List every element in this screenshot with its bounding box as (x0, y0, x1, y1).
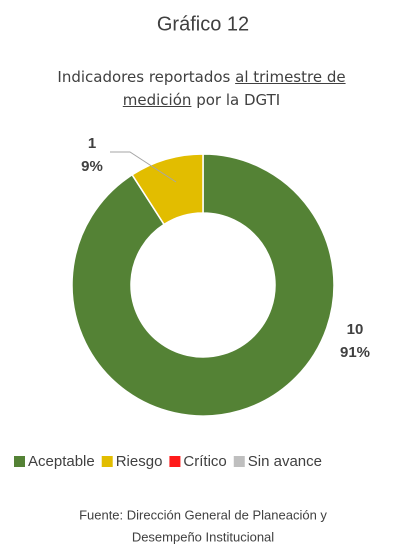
legend-label: Aceptable (28, 453, 95, 470)
data-label: 1 (88, 135, 96, 152)
source: Desempeño Institucional (132, 529, 274, 544)
source: Fuente: Dirección General de Planeación … (79, 507, 327, 522)
subtitle-part: al trimestre de (235, 68, 346, 86)
percent-label: 91% (340, 344, 370, 361)
chart-title: Gráfico 12 (157, 13, 249, 35)
legend-label: Crítico (183, 453, 226, 470)
donut-slice (71, 153, 335, 417)
leader-line (110, 151, 177, 183)
legend-swatch (14, 456, 25, 467)
subtitle-part: Indicadores reportados (57, 68, 231, 86)
legend-label: Riesgo (116, 453, 163, 470)
donut-slice (131, 153, 204, 226)
legend-swatch (233, 456, 245, 467)
subtitle-line: medición por la DGTI (0, 91, 403, 109)
subtitle-part: por la DGTI (196, 91, 281, 109)
percent-label: 9% (81, 158, 103, 175)
legend-label: Sin avance (248, 453, 322, 470)
data-label: 10 (347, 321, 364, 338)
legend-swatch (101, 456, 113, 467)
legend-swatch (169, 456, 181, 467)
subtitle-part: medición (122, 91, 192, 109)
subtitle-line: Indicadores reportados al trimestre de (0, 68, 403, 86)
